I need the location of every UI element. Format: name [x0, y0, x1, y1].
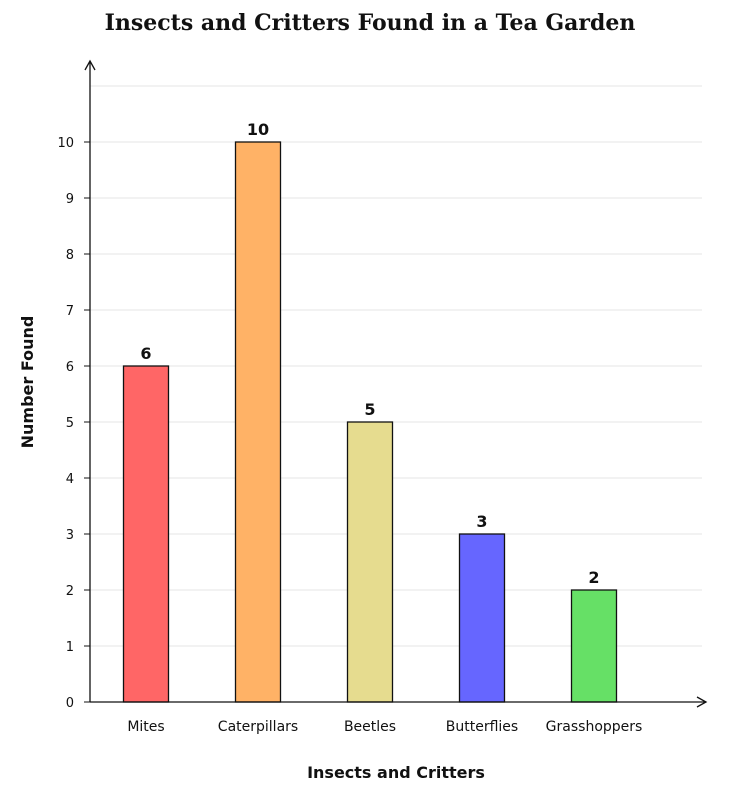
- y-tick-label: 6: [66, 360, 74, 375]
- x-axis-title: Insects and Critters: [307, 763, 485, 782]
- y-axis-arrow: [84, 59, 96, 71]
- x-tick-labels: Mites Caterpillars Beetles Butterflies Grass…: [127, 719, 642, 735]
- data-labels: 6 10 5 3 2: [140, 120, 599, 587]
- x-tick-label: Mites: [127, 719, 164, 735]
- x-tick-label: Caterpillars: [218, 719, 298, 735]
- bars: [122, 141, 618, 703]
- y-tick-label: 0: [66, 696, 74, 711]
- y-ticks: 0 1 2 3 4 5 6 7 8 9 10: [57, 136, 90, 711]
- y-tick-label: 7: [66, 304, 74, 319]
- bar-grasshoppers: [570, 589, 618, 703]
- y-tick-label: 2: [66, 584, 74, 599]
- y-tick-label: 9: [66, 192, 74, 207]
- y-tick-label: 1: [66, 640, 74, 655]
- data-label: 5: [364, 400, 375, 419]
- y-axis-title: Number Found: [18, 316, 37, 449]
- data-label: 2: [588, 568, 599, 587]
- y-tick-label: 8: [66, 248, 74, 263]
- y-tick-label: 10: [57, 136, 74, 151]
- bar-butterflies: [458, 533, 506, 703]
- y-tick-label: 4: [66, 472, 74, 487]
- x-tick-label: Butterflies: [446, 719, 518, 735]
- x-tick-label: Beetles: [344, 719, 396, 735]
- gridlines: [90, 85, 702, 647]
- y-tick-label: 5: [66, 416, 74, 431]
- axes: [84, 59, 708, 708]
- data-label: 3: [476, 512, 487, 531]
- data-label: 6: [140, 344, 151, 363]
- bar-beetles: [346, 421, 394, 703]
- y-tick-label: 3: [66, 528, 74, 543]
- x-tick-label: Grasshoppers: [546, 719, 643, 735]
- bar-mites: [122, 365, 170, 703]
- data-label: 10: [247, 120, 269, 139]
- chart-title: Insects and Critters Found in a Tea Gard…: [105, 10, 636, 36]
- bar-caterpillars: [234, 141, 282, 703]
- x-axis-arrow: [696, 696, 708, 708]
